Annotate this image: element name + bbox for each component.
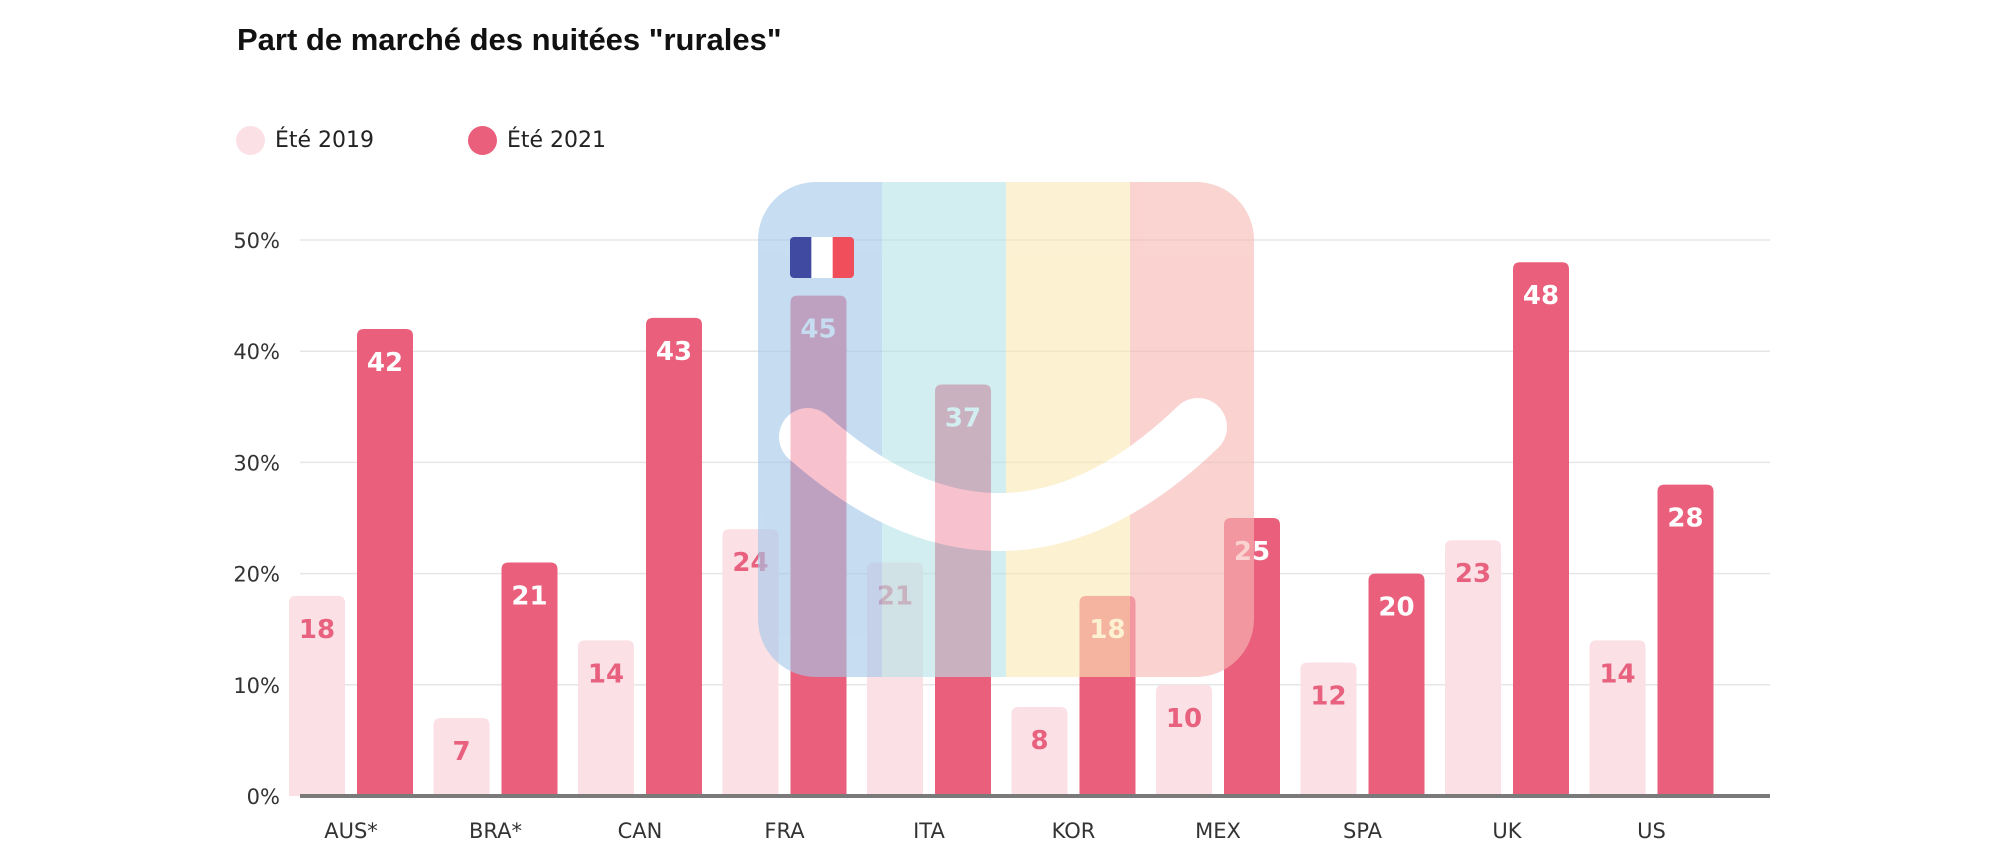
data-label: 20 (1378, 593, 1414, 623)
logo-stripe (882, 182, 1007, 677)
logo-stripe (1006, 182, 1131, 677)
y-tick-label: 10% (233, 674, 280, 698)
category-label: MEX (1195, 819, 1241, 843)
data-label: 7 (452, 737, 470, 767)
category-label: KOR (1052, 819, 1096, 843)
bar (1513, 262, 1569, 796)
bar (501, 562, 558, 796)
data-label: 12 (1310, 682, 1346, 712)
data-label: 23 (1455, 559, 1491, 589)
flag-band (832, 237, 854, 278)
bar (578, 640, 634, 796)
x-axis: AUS* BRA* CAN FRA ITA KOR MEX SPA UK US (300, 794, 1770, 843)
data-label: 18 (299, 615, 335, 645)
y-axis-ticks: 0% 10% 20% 30% 40% 50% (233, 229, 280, 809)
y-tick-label: 20% (233, 563, 280, 587)
y-tick-label: 40% (233, 340, 280, 364)
bar (289, 595, 345, 796)
category-label: UK (1492, 819, 1522, 843)
bar (1368, 573, 1425, 796)
bar (1300, 662, 1357, 796)
category-label: ITA (913, 819, 945, 843)
bar (433, 718, 490, 796)
data-label: 43 (656, 337, 692, 367)
category-label: CAN (618, 819, 663, 843)
category-label: BRA* (469, 819, 522, 843)
data-label: 48 (1523, 281, 1559, 311)
legend-swatch-2021 (468, 125, 497, 155)
legend-item-2021: Été 2021 (468, 124, 606, 156)
data-label: 10 (1166, 704, 1202, 734)
category-label: SPA (1343, 819, 1383, 843)
bar (646, 317, 702, 796)
legend-label-2019: Été 2019 (275, 127, 375, 153)
y-tick-label: 0% (247, 785, 280, 809)
bar (1011, 707, 1068, 796)
legend-swatch-2019 (236, 125, 265, 155)
france-flag-icon (790, 237, 854, 278)
data-label: 21 (511, 581, 547, 611)
y-tick-label: 30% (233, 451, 280, 475)
bar (1589, 640, 1646, 796)
smile-curve (779, 398, 1227, 551)
flag-band (811, 237, 834, 278)
bar (1445, 540, 1501, 796)
category-label: AUS* (324, 819, 378, 843)
y-tick-label: 50% (233, 229, 280, 253)
bar (357, 328, 413, 796)
chart-title: Part de marché des nuitées "rurales" (237, 22, 782, 57)
legend-item-2019: Été 2019 (236, 124, 374, 156)
data-label: 8 (1030, 726, 1048, 756)
legend-label-2021: Été 2021 (507, 127, 607, 153)
data-label: 28 (1667, 504, 1703, 534)
data-label: 14 (588, 659, 624, 689)
logo-overlay (758, 182, 1254, 677)
flag-band (790, 237, 812, 278)
bar (1156, 684, 1212, 796)
data-label: 14 (1599, 659, 1635, 689)
category-label: US (1637, 819, 1666, 843)
data-label: 42 (367, 348, 403, 378)
bar (1657, 484, 1714, 796)
category-label: FRA (764, 819, 805, 843)
